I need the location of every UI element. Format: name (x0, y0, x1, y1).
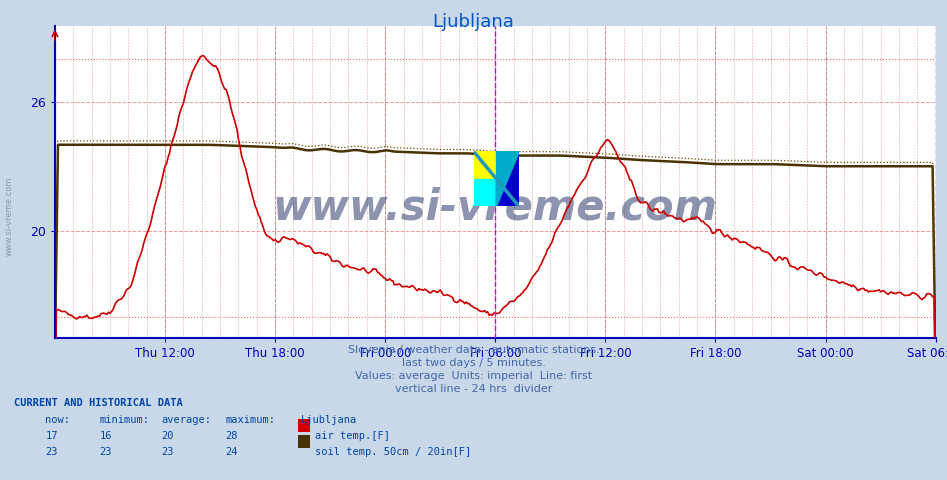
Text: last two days / 5 minutes.: last two days / 5 minutes. (402, 358, 545, 368)
Text: www.si-vreme.com: www.si-vreme.com (273, 186, 718, 228)
Text: 23: 23 (161, 447, 173, 457)
Text: 23: 23 (99, 447, 112, 457)
Text: Ljubljana: Ljubljana (433, 13, 514, 32)
Text: 28: 28 (225, 431, 238, 441)
Text: minimum:: minimum: (99, 415, 150, 425)
Bar (496, 179, 519, 206)
Text: 16: 16 (99, 431, 112, 441)
Text: average:: average: (161, 415, 211, 425)
Text: maximum:: maximum: (225, 415, 276, 425)
Text: air temp.[F]: air temp.[F] (315, 431, 390, 441)
Text: Values: average  Units: imperial  Line: first: Values: average Units: imperial Line: fi… (355, 371, 592, 381)
Polygon shape (496, 151, 519, 206)
Bar (474, 179, 496, 206)
Text: 24: 24 (225, 447, 238, 457)
Text: 23: 23 (45, 447, 58, 457)
Text: Ljubljana: Ljubljana (301, 415, 357, 425)
Text: Slovenia / weather data - automatic stations.: Slovenia / weather data - automatic stat… (348, 345, 599, 355)
Polygon shape (496, 151, 519, 206)
Text: soil temp. 50cm / 20in[F]: soil temp. 50cm / 20in[F] (315, 447, 472, 457)
Text: www.si-vreme.com: www.si-vreme.com (5, 176, 14, 256)
Text: 17: 17 (45, 431, 58, 441)
Text: vertical line - 24 hrs  divider: vertical line - 24 hrs divider (395, 384, 552, 394)
Text: now:: now: (45, 415, 70, 425)
Text: 20: 20 (161, 431, 173, 441)
Text: CURRENT AND HISTORICAL DATA: CURRENT AND HISTORICAL DATA (14, 398, 183, 408)
Bar (474, 151, 496, 179)
